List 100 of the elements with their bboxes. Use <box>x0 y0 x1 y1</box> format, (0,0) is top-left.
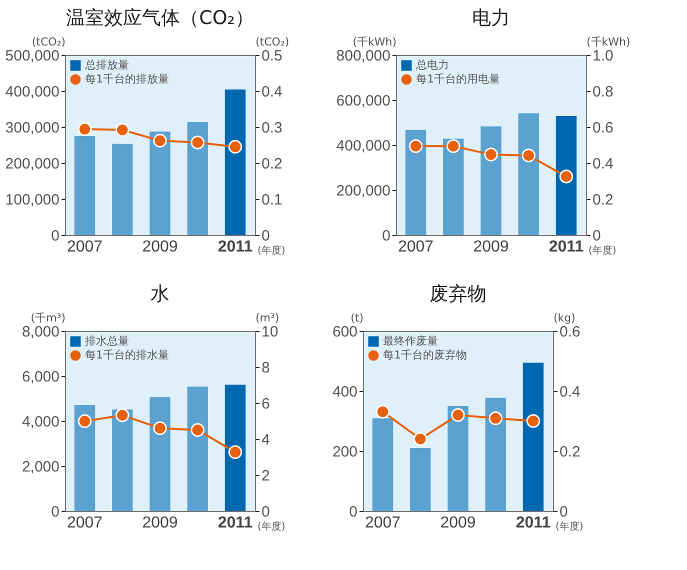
y-tick-label: 6,000 <box>22 368 60 386</box>
legend-label: 总电力 <box>415 58 449 72</box>
point <box>522 148 536 162</box>
x-tick-label: 2007 <box>398 238 434 256</box>
bar <box>112 144 133 235</box>
point <box>228 445 242 459</box>
y2-tick-label: 0 <box>262 228 270 244</box>
y-axis-title: (t) <box>350 312 364 324</box>
legend-label: 每1千台的排水量 <box>85 348 169 362</box>
x-tick-label: 2009 <box>473 238 509 256</box>
point <box>376 404 390 419</box>
y-tick-label: 400,000 <box>336 138 390 154</box>
y2-tick-label: 0.6 <box>560 324 580 340</box>
bar <box>224 384 246 511</box>
bar <box>556 116 577 235</box>
y2-axis-title: (m³) <box>256 312 280 324</box>
legend-label: 每1千台的废弃物 <box>383 348 467 362</box>
x-tick-label: 2011 <box>516 514 551 532</box>
bar <box>480 126 502 235</box>
y2-tick-label: 6 <box>262 396 270 412</box>
bar <box>522 362 544 511</box>
point <box>414 432 428 446</box>
bar <box>224 90 246 235</box>
y2-axis-title: (tCO₂) <box>256 36 290 48</box>
legend-label: 最终作废量 <box>383 334 438 348</box>
bar <box>74 136 96 235</box>
y-tick-label: 600,000 <box>336 92 390 110</box>
point <box>446 139 460 153</box>
y2-tick-label: 8 <box>262 360 270 376</box>
point <box>78 414 92 428</box>
point <box>116 408 130 422</box>
y-tick-label: 300,000 <box>5 120 60 136</box>
y2-tick-label: 2 <box>262 468 270 484</box>
chart-title: 电力 <box>472 7 510 29</box>
point <box>116 123 130 137</box>
x-tick-label: 2011 <box>548 238 584 256</box>
chart-title: 废弃物 <box>430 283 486 305</box>
y2-tick-label: 0 <box>262 504 270 520</box>
bar <box>518 113 539 235</box>
point <box>153 134 167 148</box>
x-tick-label: 2007 <box>364 514 401 532</box>
y-tick-label: 500,000 <box>5 48 60 64</box>
y-tick-label: 0 <box>349 504 358 520</box>
legend-label: 每1千台的用电量 <box>416 72 500 86</box>
point <box>190 136 204 150</box>
x-tick-label: 2009 <box>142 238 178 256</box>
y2-tick-label: 0.2 <box>560 444 580 460</box>
y2-tick-label: 4 <box>262 432 270 448</box>
y-tick-label: 0 <box>51 228 60 244</box>
legend-label: 总排放量 <box>84 58 129 72</box>
y2-tick-label: 0 <box>592 228 601 244</box>
y2-axis-title: (千kWh) <box>586 36 630 48</box>
x-tick-label: 2009 <box>440 514 476 532</box>
bar <box>410 448 431 511</box>
x-axis-title: (年度) <box>556 520 584 532</box>
bar <box>485 398 506 511</box>
y2-tick-label: 0.6 <box>592 120 614 136</box>
point <box>228 140 242 154</box>
bar <box>372 418 394 511</box>
y-tick-label: 100,000 <box>5 192 60 208</box>
bar <box>187 122 208 235</box>
y-tick-label: 200 <box>332 444 358 460</box>
x-tick-label: 2007 <box>66 238 103 256</box>
chart-title: 水 <box>150 283 170 305</box>
y2-tick-label: 0.4 <box>592 156 614 172</box>
y-tick-label: 0 <box>382 228 390 244</box>
y2-tick-label: 0.2 <box>262 156 282 172</box>
x-tick-label: 2007 <box>66 514 103 532</box>
y2-tick-label: 0.2 <box>592 192 614 208</box>
y-tick-label: 400 <box>332 384 358 400</box>
bar <box>112 410 133 511</box>
y2-tick-label: 1.0 <box>592 48 614 64</box>
y2-axis-title: (kg) <box>554 312 576 324</box>
y-tick-label: 200,000 <box>5 156 60 172</box>
point <box>408 139 423 153</box>
y-tick-label: 4,000 <box>22 414 60 430</box>
y2-tick-label: 0.4 <box>262 84 282 100</box>
y2-tick-label: 0.3 <box>262 120 282 136</box>
point <box>559 170 574 184</box>
bar <box>405 130 426 235</box>
bar <box>150 132 170 235</box>
bar <box>187 386 208 511</box>
y2-tick-label: 0.8 <box>592 84 614 100</box>
point <box>488 411 502 426</box>
chart-title: 温室效应气体（CO₂） <box>66 7 254 29</box>
y-tick-label: 800,000 <box>336 48 390 64</box>
y-tick-label: 8,000 <box>22 324 60 340</box>
y-tick-label: 200,000 <box>336 182 390 200</box>
y2-tick-label: 10 <box>262 324 278 340</box>
x-tick-label: 2009 <box>142 514 178 532</box>
point <box>484 148 498 162</box>
point <box>526 414 540 428</box>
legend-label: 每1千台的排放量 <box>85 72 169 86</box>
y-axis-title: (千kWh) <box>352 36 396 48</box>
y-axis-title: (千m³) <box>30 312 66 324</box>
y2-tick-label: 0 <box>560 504 568 520</box>
legend-label: 排水总量 <box>85 334 129 348</box>
bar <box>150 397 170 511</box>
x-axis-title: (年度) <box>258 520 286 532</box>
y-tick-label: 0 <box>51 504 60 520</box>
